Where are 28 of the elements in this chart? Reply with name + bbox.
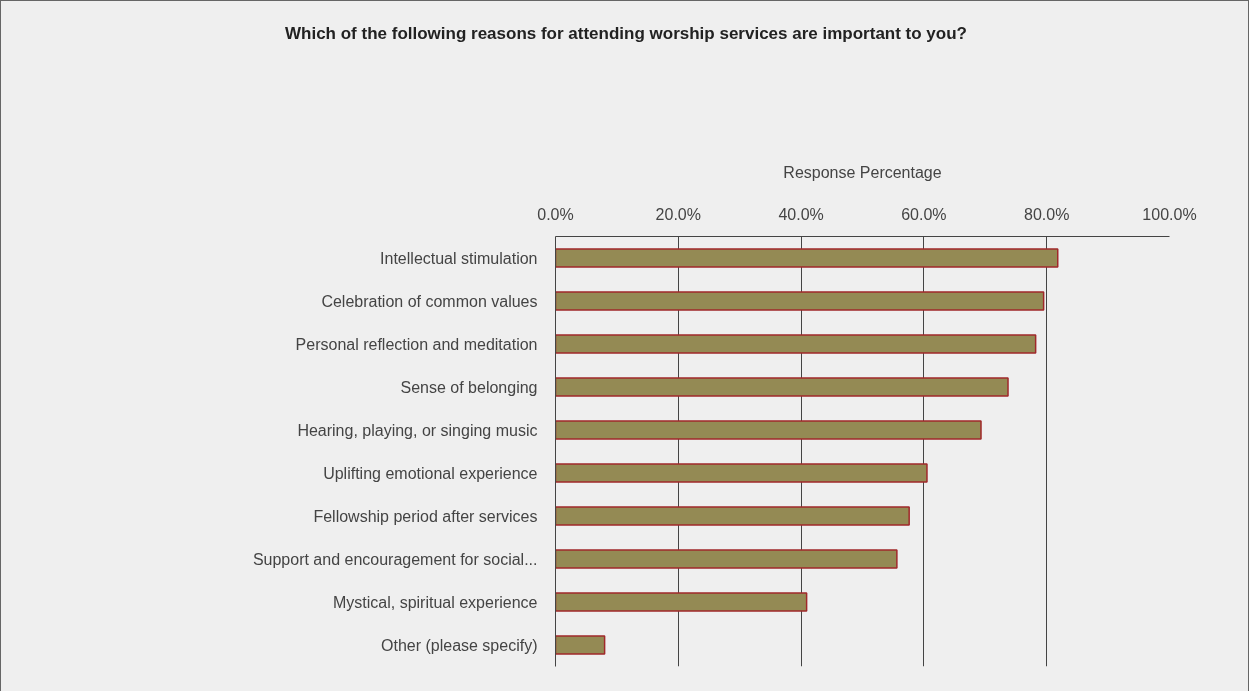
y-tick-label: Mystical, spiritual experience <box>332 593 538 611</box>
bar <box>555 420 982 440</box>
bar <box>555 377 1009 397</box>
x-tick-label: 60.0% <box>901 205 947 223</box>
x-tick-label: 80.0% <box>1024 205 1070 223</box>
bar <box>555 635 606 655</box>
y-tick-label: Support and encouragement for social... <box>252 550 538 568</box>
y-tick-label: Intellectual stimulation <box>380 249 538 267</box>
y-tick-label: Uplifting emotional experience <box>323 464 538 482</box>
bar <box>555 592 808 612</box>
y-tick-label: Fellowship period after services <box>313 507 538 525</box>
y-tick-label: Celebration of common values <box>321 292 538 310</box>
bar <box>555 334 1037 354</box>
bar <box>555 463 928 483</box>
y-tick-label: Personal reflection and meditation <box>295 335 538 353</box>
y-tick-label: Sense of belonging <box>400 378 538 396</box>
y-tick-label: Other (please specify) <box>380 636 538 654</box>
bar <box>555 506 910 526</box>
x-tick-label: 0.0% <box>537 205 574 223</box>
bar <box>555 291 1045 311</box>
x-axis-title: Response Percentage <box>783 163 942 181</box>
x-tick-label: 40.0% <box>778 205 824 223</box>
y-tick-label: Hearing, playing, or singing music <box>297 421 538 439</box>
bar <box>555 248 1059 268</box>
chart-title: Which of the following reasons for attending worship services are important to you? <box>285 23 967 45</box>
bar <box>555 549 898 569</box>
x-tick-label: 20.0% <box>655 205 701 223</box>
x-tick-label: 100.0% <box>1142 205 1197 223</box>
